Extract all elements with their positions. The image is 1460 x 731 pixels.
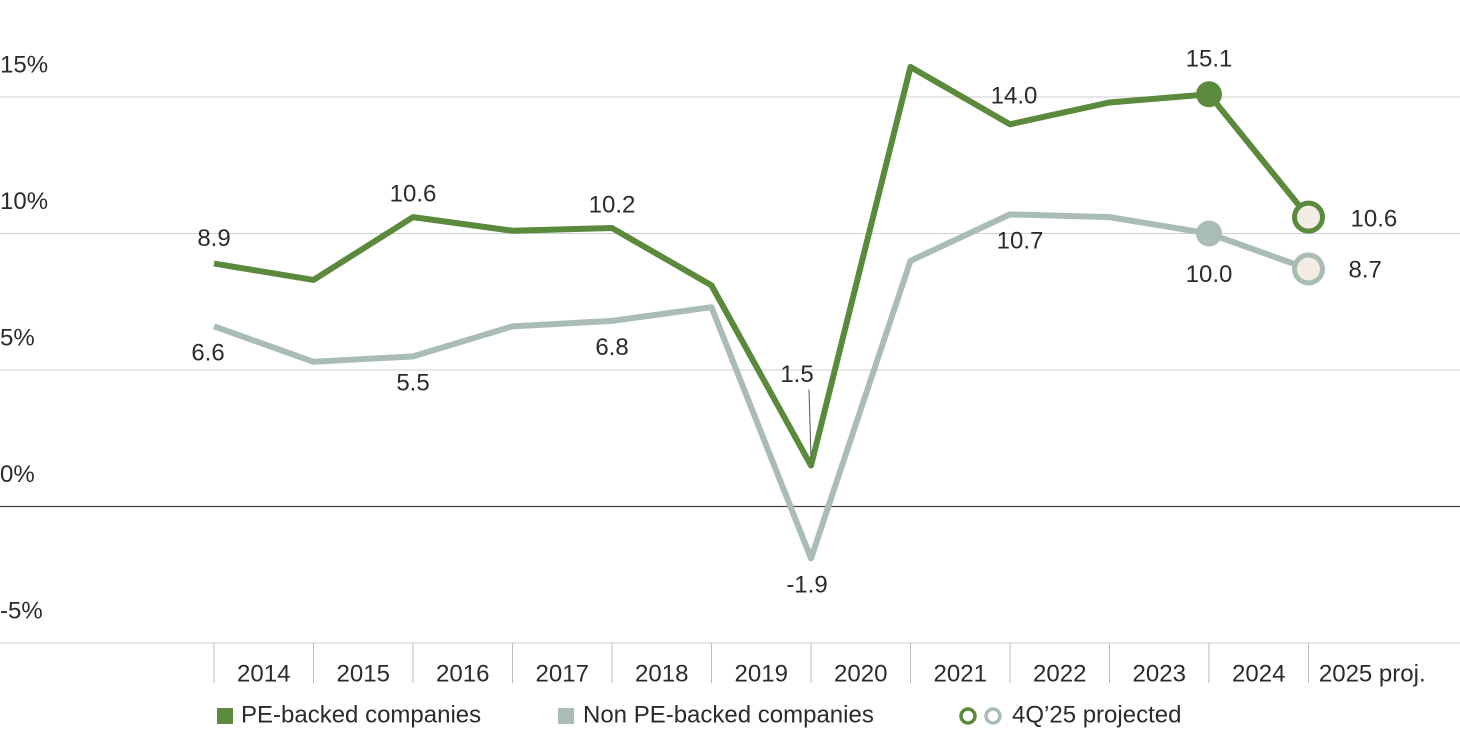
x-tick-label: 2024 — [1232, 660, 1285, 687]
series-line — [212, 211, 1310, 562]
x-tick-label: 2021 — [934, 660, 987, 687]
data-label: 10.0 — [1186, 261, 1233, 288]
data-label: 1.5 — [780, 361, 813, 388]
y-tick-label: 15% — [0, 51, 48, 78]
x-tick-label: 2017 — [536, 660, 589, 687]
data-label: 10.6 — [390, 180, 437, 207]
data-label: 6.8 — [595, 334, 628, 361]
x-tick-label: 2020 — [834, 660, 887, 687]
x-tick-label: 2015 — [337, 660, 390, 687]
x-tick-label: 2016 — [436, 660, 489, 687]
y-tick-label: -5% — [0, 597, 43, 624]
y-tick-label: 5% — [0, 324, 35, 351]
x-tick-label: 2022 — [1033, 660, 1086, 687]
data-label: 8.7 — [1349, 256, 1382, 283]
legend-swatch — [217, 708, 233, 724]
projected-marker — [1292, 200, 1325, 234]
data-label: 10.2 — [589, 191, 636, 218]
x-tick-label: 2014 — [237, 660, 290, 687]
legend-ring — [959, 707, 977, 725]
data-label: 14.0 — [991, 83, 1038, 110]
legend-label: 4Q’25 projected — [1012, 701, 1181, 728]
x-tick-label: 2018 — [635, 660, 688, 687]
x-tick-label: 2019 — [735, 660, 788, 687]
data-label: 10.7 — [997, 228, 1044, 255]
y-tick-label: 0% — [0, 461, 35, 488]
legend-label: Non PE-backed companies — [583, 701, 874, 728]
series-line — [213, 63, 1311, 469]
y-tick-label: 10% — [0, 188, 48, 215]
x-tick-label: 2025 proj. — [1319, 660, 1426, 687]
data-label: 6.6 — [191, 340, 224, 367]
legend-ring — [984, 707, 1002, 725]
x-tick-label: 2023 — [1133, 660, 1186, 687]
data-label: 5.5 — [396, 370, 429, 397]
point-marker — [1196, 220, 1222, 247]
data-label: 8.9 — [197, 225, 230, 252]
legend-swatch — [558, 708, 574, 724]
data-label: 15.1 — [1186, 46, 1233, 73]
projected-marker — [1292, 252, 1325, 286]
point-marker — [1196, 81, 1222, 108]
legend-label: PE-backed companies — [241, 701, 481, 728]
leader-line — [808, 389, 812, 458]
data-label: 10.6 — [1351, 205, 1398, 232]
data-label: -1.9 — [786, 572, 827, 599]
